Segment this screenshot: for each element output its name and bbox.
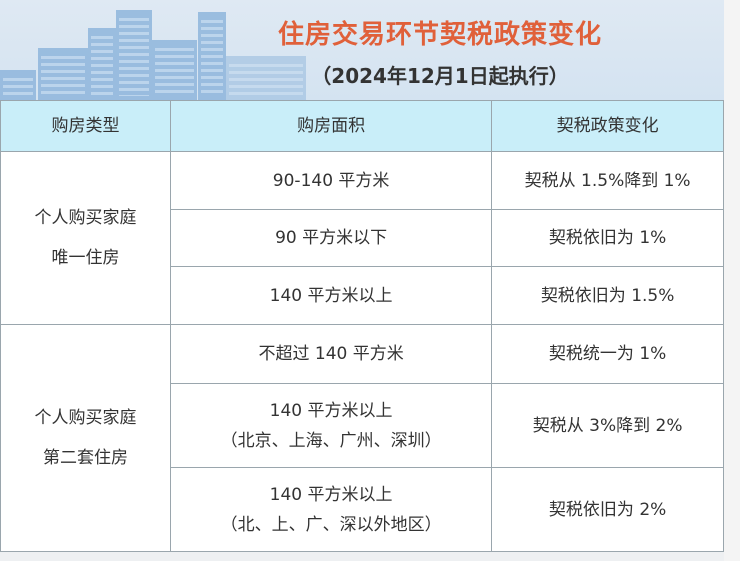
area-cell: 140 平方米以上 （北京、上海、广州、深圳） [169, 383, 493, 468]
page-title: 住房交易环节契税政策变化 [277, 20, 602, 50]
page-margin [724, 0, 740, 561]
table-row: 140 平方米以上 （北京、上海、广州、深圳） 契税从 3%降到 2% [1, 383, 724, 468]
area-cell: 90-140 平方米 [169, 151, 493, 210]
column-header: 购房面积 [169, 100, 493, 152]
purchase-type-cell: 个人购买家庭 第二套住房 [0, 324, 171, 552]
policy-cell: 契税从 3%降到 2% [491, 383, 724, 468]
purchase-type-line: 个人购买家庭 [34, 408, 137, 428]
table-row: 个人购买家庭 第二套住房 不超过 140 平方米 契税统一为 1% [0, 324, 724, 552]
building-illustration [116, 10, 152, 100]
policy-cell: 契税从 1.5%降到 1% [491, 151, 724, 210]
area-cell: 140 平方米以上 （北、上、广、深以外地区） [169, 467, 493, 552]
column-header: 契税政策变化 [491, 100, 724, 152]
area-text: 140 平方米以上 [269, 484, 393, 505]
building-illustration [152, 40, 197, 100]
purchase-type-line: 个人购买家庭 [34, 208, 137, 228]
building-illustration [198, 12, 226, 100]
header-banner: 住房交易环节契税政策变化 （2024年12月1日起执行） [0, 0, 724, 100]
area-cell: 不超过 140 平方米 [169, 324, 493, 384]
page-subtitle: （2024年12月1日起执行） [311, 64, 569, 88]
policy-cell: 契税依旧为 1% [491, 209, 724, 267]
building-illustration [88, 28, 116, 100]
purchase-type-line: 唯一住房 [51, 248, 120, 268]
policy-cell: 契税依旧为 1.5% [491, 266, 724, 325]
policy-cell: 契税依旧为 2% [491, 467, 724, 552]
table-row: 个人购买家庭 唯一住房 90-140 平方米 契税从 1.5%降到 1% [0, 151, 724, 325]
area-cell: 90 平方米以下 [169, 209, 493, 267]
area-note: （北、上、广、深以外地区） [220, 514, 442, 535]
column-header: 购房类型 [0, 100, 171, 152]
purchase-type-cell: 个人购买家庭 唯一住房 [0, 151, 171, 325]
building-illustration [0, 70, 36, 100]
tax-policy-table: 购房类型 购房面积 契税政策变化 个人购买家庭 唯一住房 90-140 平方米 契… [0, 100, 724, 552]
building-illustration [226, 56, 306, 100]
area-cell: 140 平方米以上 [169, 266, 493, 325]
area-note: （北京、上海、广州、深圳） [220, 430, 442, 451]
table-header-row: 购房类型 购房面积 契税政策变化 [0, 100, 724, 152]
table-row: 140 平方米以上 （北、上、广、深以外地区） 契税依旧为 2% [1, 467, 724, 552]
policy-cell: 契税统一为 1% [491, 324, 724, 384]
building-illustration [38, 48, 88, 100]
purchase-type-line: 第二套住房 [43, 448, 128, 468]
area-text: 140 平方米以上 [269, 400, 393, 421]
table-row: 90 平方米以下 契税依旧为 1% [1, 209, 724, 267]
table-row: 140 平方米以上 契税依旧为 1.5% [1, 266, 724, 325]
